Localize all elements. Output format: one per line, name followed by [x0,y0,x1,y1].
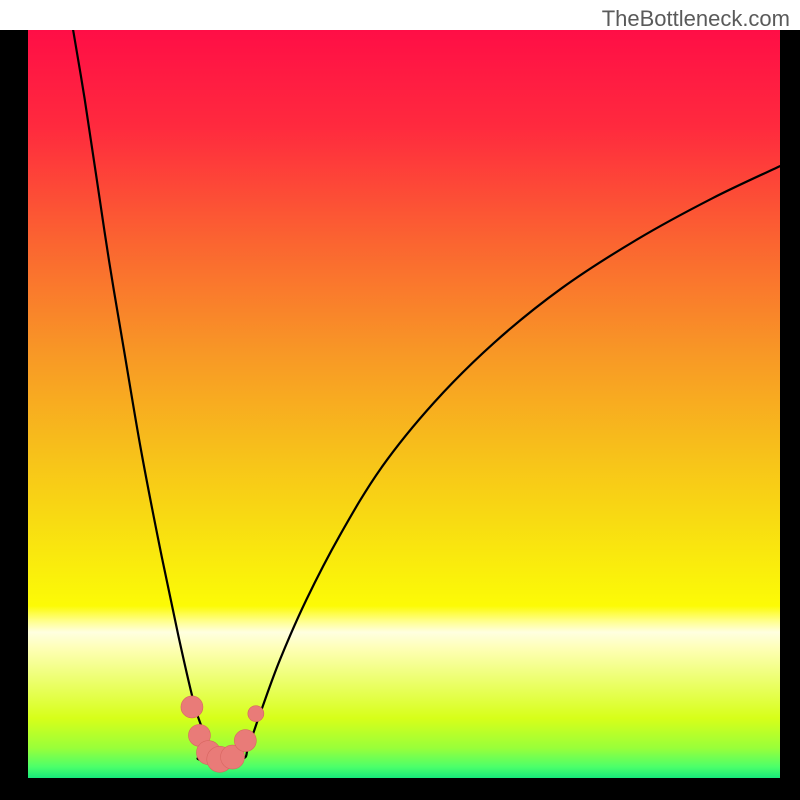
frame-left [0,0,28,800]
chart-svg [0,0,800,800]
frame-bottom [0,778,800,800]
watermark-source: TheBottleneck.com [602,6,790,32]
frame-right [780,0,800,800]
plot-background [28,30,780,778]
valley-marker [248,706,264,722]
valley-marker [234,730,256,752]
bottleneck-chart: TheBottleneck.com [0,0,800,800]
valley-marker [181,696,203,718]
